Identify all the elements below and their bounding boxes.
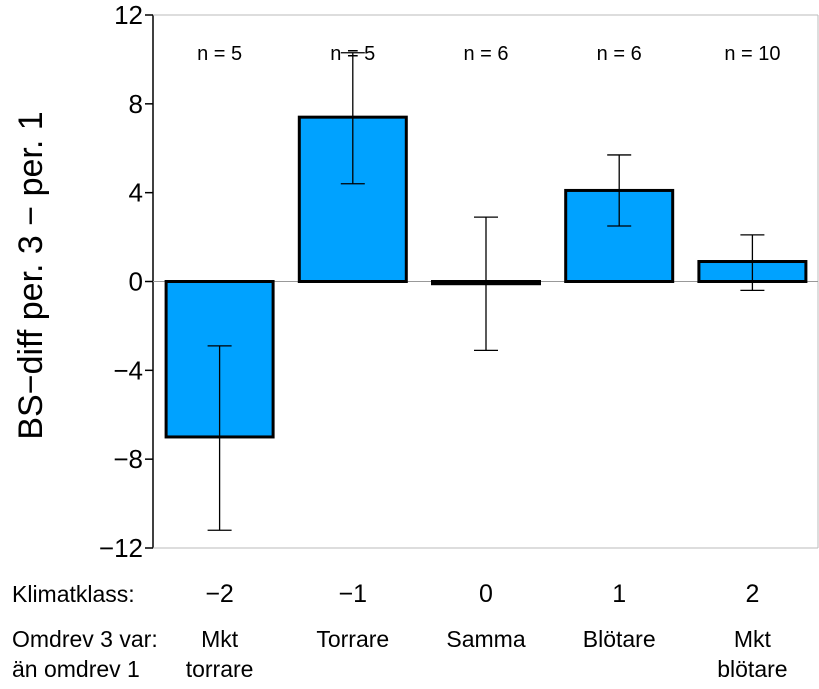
row1-label: Klimatklass: (12, 581, 135, 607)
category-description: Mkt (734, 626, 772, 652)
category-label: −2 (205, 580, 234, 608)
n-label: n = 5 (330, 43, 375, 65)
category-description: blötare (717, 656, 787, 682)
row2-label: än omdrev 1 (12, 656, 140, 682)
category-label: 2 (745, 580, 759, 608)
n-label: n = 5 (197, 43, 242, 65)
y-tick-label: 8 (129, 89, 143, 119)
category-description: Blötare (583, 626, 656, 652)
n-label: n = 6 (463, 43, 508, 65)
y-tick-label: −8 (113, 444, 143, 474)
category-label: 0 (479, 580, 493, 608)
n-label: n = 10 (724, 43, 780, 65)
category-description: Mkt (201, 626, 239, 652)
category-description: Samma (446, 626, 525, 652)
y-tick-label: 0 (129, 267, 143, 297)
row2-label: Omdrev 3 var: (12, 626, 158, 652)
category-label: 1 (612, 580, 626, 608)
y-tick-label: −4 (113, 355, 143, 385)
category-description: Torrare (316, 626, 389, 652)
y-tick-label: −12 (99, 533, 143, 563)
category-description: torrare (186, 656, 254, 682)
y-tick-label: 12 (114, 0, 143, 30)
y-tick-label: 4 (129, 178, 143, 208)
y-axis-label: BS−diff per. 3 − per. 1 (12, 111, 50, 439)
category-label: −1 (339, 580, 368, 608)
n-label: n = 6 (597, 43, 642, 65)
